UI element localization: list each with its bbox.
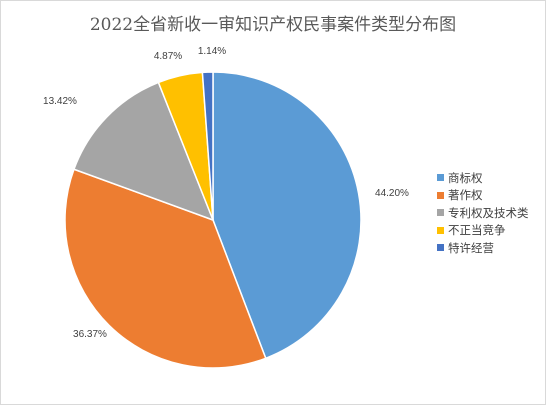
legend-swatch bbox=[437, 174, 444, 182]
legend-swatch bbox=[437, 244, 444, 252]
legend-item-2: 著作权 bbox=[437, 187, 529, 205]
chart-title: 2022全省新收一审知识产权民事案件类型分布图 bbox=[89, 15, 457, 35]
legend-label: 不正当竞争 bbox=[448, 223, 506, 238]
legend: 商标权著作权专利权及技术类 不正当竞争特许经营 bbox=[437, 169, 529, 257]
data-label-3: 13.42% bbox=[43, 96, 77, 107]
legend-label: 商标权 bbox=[448, 170, 483, 185]
legend-item-3: 专利权及技术类 bbox=[437, 204, 529, 222]
legend-item-1: 商标权 bbox=[437, 169, 529, 187]
legend-swatch bbox=[437, 226, 444, 234]
data-label-5: 1.14% bbox=[198, 46, 226, 57]
legend-item-4: 不正当竞争 bbox=[437, 222, 529, 240]
legend-swatch bbox=[437, 191, 444, 199]
legend-swatch bbox=[437, 209, 444, 217]
legend-item-5: 特许经营 bbox=[437, 239, 529, 257]
pie-slice-5 bbox=[201, 71, 214, 221]
pie-slice-1 bbox=[212, 71, 362, 360]
legend-label: 专利权及技术类 bbox=[448, 205, 529, 220]
legend-label: 特许经营 bbox=[448, 240, 494, 255]
data-label-1: 44.20% bbox=[375, 188, 409, 199]
data-label-2: 36.37% bbox=[73, 329, 107, 340]
legend-label: 著作权 bbox=[448, 188, 483, 203]
pie-slice-3 bbox=[73, 81, 215, 222]
data-label-4: 4.87% bbox=[154, 51, 182, 62]
pie-slice-2 bbox=[64, 168, 267, 369]
